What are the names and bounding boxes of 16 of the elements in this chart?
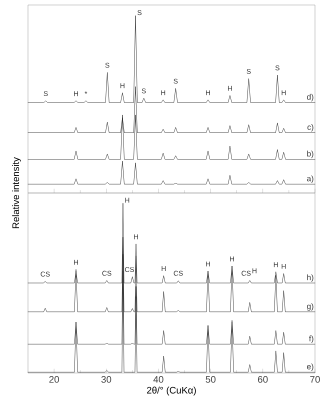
x-tick-label: 50 [206,376,216,383]
series-label: c) [307,124,314,132]
y-axis-title: Relative intensity [12,157,21,228]
series-label: h) [307,274,314,282]
series-label: e) [307,363,314,371]
series-label: a) [307,175,314,183]
x-tick-label: 60 [258,376,268,383]
x-tick-label: 20 [49,376,59,383]
series-label: g) [307,303,314,311]
x-axis-title: 2θ/° (CuKα) [146,386,196,396]
x-tick-label: 40 [153,376,164,383]
series-label: d) [307,94,314,102]
x-tick-label: 70 [310,376,320,383]
x-tick-label: 30 [101,376,112,383]
series-label: f) [309,335,314,343]
series-label: b) [307,150,314,158]
